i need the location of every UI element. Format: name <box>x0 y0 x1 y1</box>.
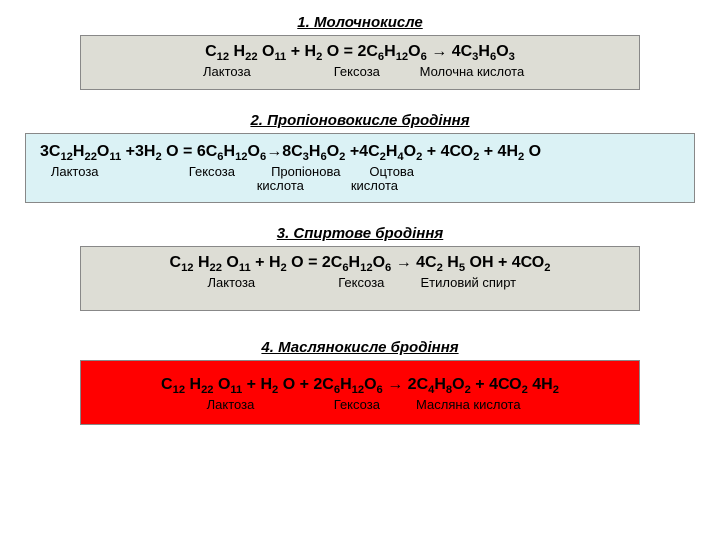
section-3-labels: Лактоза Гексоза Етиловий спирт <box>89 276 631 290</box>
section-2-labels-line1: Лактоза Гексоза Пропіонова Оцтова <box>40 165 688 180</box>
section-2-formula: 3С12Н22О11 +3Н2 О = 6С6Н12О6→8С3Н6О2 +4С… <box>40 142 688 165</box>
section-4-title: 4. Маслянокисле бродіння <box>0 339 720 356</box>
section-2-block: 3С12Н22О11 +3Н2 О = 6С6Н12О6→8С3Н6О2 +4С… <box>25 133 695 204</box>
section-3-title: 3. Спиртове бродіння <box>0 225 720 242</box>
section-4-formula: С12 Н22 О11 + Н2 О + 2С6Н12О6 → 2С4Н8О2 … <box>89 375 631 398</box>
section-4-labels: Лактоза Гексоза Масляна кислота <box>89 398 631 412</box>
section-1-labels: Лактоза Гексоза Молочна кислота <box>89 65 631 79</box>
section-1-formula: С12 Н22 О11 + Н2 О = 2С6Н12О6 → 4С3Н6О3 <box>89 42 631 65</box>
section-2-title: 2. Пропіоновокисле бродіння <box>0 112 720 129</box>
section-1-block: С12 Н22 О11 + Н2 О = 2С6Н12О6 → 4С3Н6О3 … <box>80 35 640 90</box>
section-4-block: С12 Н22 О11 + Н2 О + 2С6Н12О6 → 2С4Н8О2 … <box>80 360 640 425</box>
section-3-formula: С12 Н22 О11 + Н2 О = 2С6Н12О6 → 4С2 Н5 О… <box>89 253 631 276</box>
section-1-title: 1. Молочнокисле <box>0 14 720 31</box>
section-3-block: С12 Н22 О11 + Н2 О = 2С6Н12О6 → 4С2 Н5 О… <box>80 246 640 311</box>
section-2-labels-line2: кислота кислота <box>40 179 688 194</box>
